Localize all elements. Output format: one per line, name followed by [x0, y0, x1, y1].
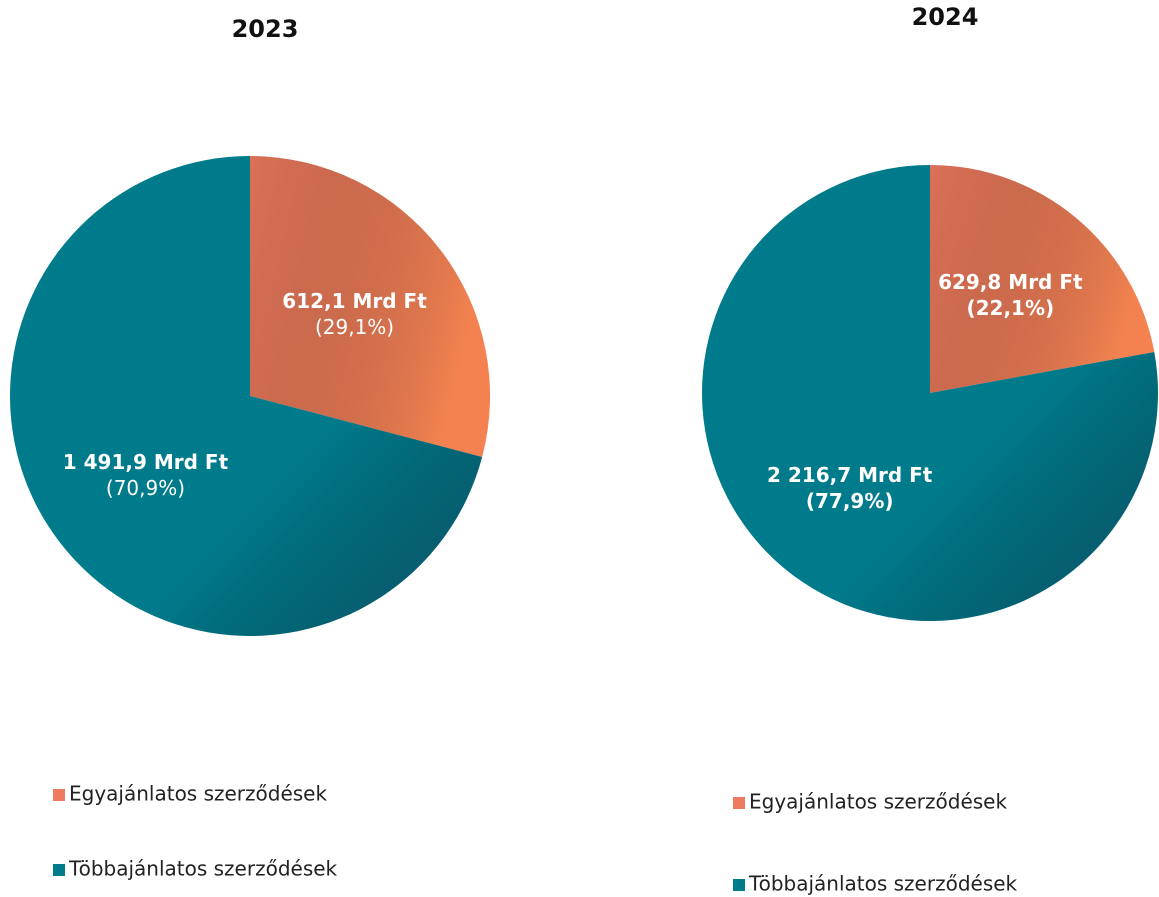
legend-label: Többajánlatos szerződések — [68, 857, 338, 881]
legend-label: Egyajánlatos szerződések — [69, 782, 327, 806]
chart-title: 2024 — [912, 3, 979, 31]
percent-label: (70,9%) — [106, 476, 185, 500]
legend-swatch — [53, 789, 65, 801]
value-label: 2 216,7 Mrd Ft — [767, 463, 933, 487]
percent-label: (29,1%) — [315, 315, 394, 339]
legend-swatch — [53, 864, 65, 876]
value-label: 612,1 Mrd Ft — [282, 289, 427, 313]
percent-label: (77,9%) — [806, 489, 894, 513]
legend-label: Egyajánlatos szerződések — [749, 790, 1007, 814]
percent-label: (22,1%) — [966, 296, 1054, 320]
slice-shade — [702, 165, 1159, 622]
slice-shade — [930, 165, 1155, 393]
chart-title: 2023 — [232, 15, 299, 43]
legend-label: Többajánlatos szerződések — [748, 872, 1018, 896]
slice-shade — [250, 156, 490, 458]
legend-swatch — [733, 879, 745, 891]
value-label: 629,8 Mrd Ft — [938, 270, 1083, 294]
value-label: 1 491,9 Mrd Ft — [63, 450, 229, 474]
legend-swatch — [733, 797, 745, 809]
slice-shade — [10, 156, 483, 636]
